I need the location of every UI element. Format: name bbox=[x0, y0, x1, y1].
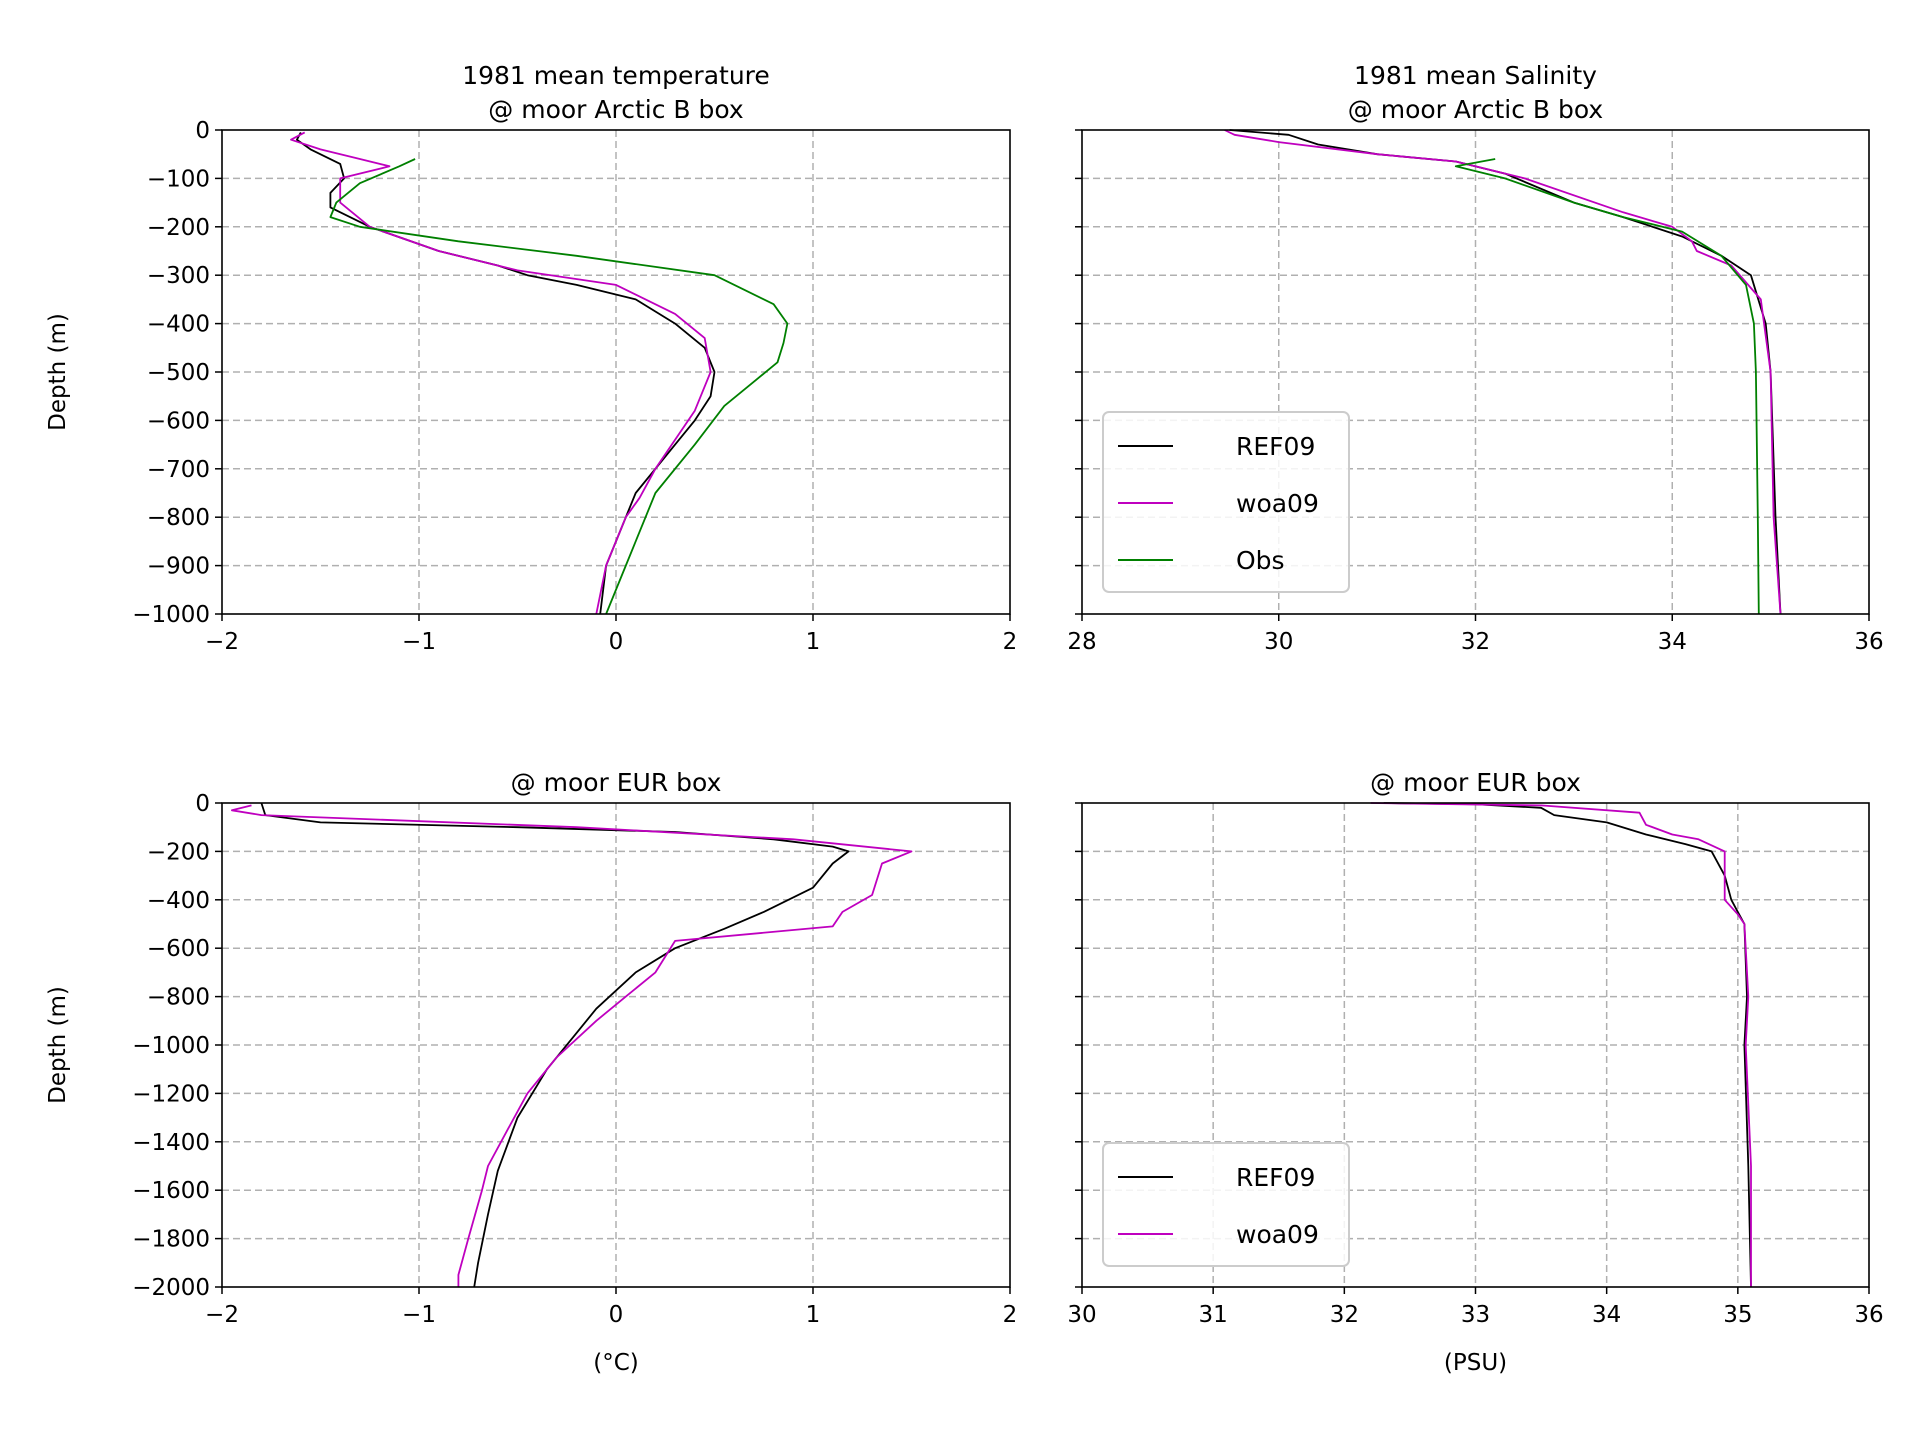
y-tick-label: −2000 bbox=[132, 1275, 210, 1301]
series-line-woa09 bbox=[290, 131, 712, 615]
x-axis-label: (PSU) bbox=[1444, 1350, 1507, 1376]
x-tick-label: −2 bbox=[205, 629, 239, 655]
chart-title: 1981 mean Salinity bbox=[1354, 61, 1597, 90]
x-tick-label: 30 bbox=[1067, 1302, 1096, 1328]
x-tick-label: 28 bbox=[1067, 629, 1096, 655]
legend-box bbox=[1102, 1142, 1350, 1267]
y-tick-label: 0 bbox=[195, 118, 210, 144]
x-tick-label: 34 bbox=[1658, 629, 1687, 655]
legend-label: Obs bbox=[1236, 546, 1285, 575]
y-axis-label: Depth (m) bbox=[45, 313, 71, 431]
y-tick-label: −400 bbox=[147, 888, 210, 914]
x-tick-label: 32 bbox=[1461, 629, 1490, 655]
chart-panel-1: −2 −1 0 1 2 0 −100 −200 −300 −400 −500 −600 −700 −800… bbox=[45, 61, 1017, 655]
series-line-ref09 bbox=[296, 131, 716, 615]
series-line-woa09 bbox=[1224, 129, 1782, 615]
chart-panel-4: 30 31 32 33 34 35 36 @ moor EUR box (PSU) REF09 wo… bbox=[1067, 768, 1883, 1376]
x-tick-label: 1 bbox=[806, 629, 821, 655]
y-tick-label: −400 bbox=[147, 312, 210, 338]
chart-title: @ moor Arctic B box bbox=[1348, 95, 1603, 124]
x-tick-label: 35 bbox=[1723, 1302, 1752, 1328]
y-tick-label: −500 bbox=[147, 360, 210, 386]
y-tick-label: 0 bbox=[195, 791, 210, 817]
y-axis-label: Depth (m) bbox=[45, 986, 71, 1104]
y-tick-label: −900 bbox=[147, 554, 210, 580]
y-tick-label: −1800 bbox=[132, 1227, 210, 1253]
y-tick-label: −1600 bbox=[132, 1178, 210, 1204]
chart-title: @ moor Arctic B box bbox=[488, 95, 743, 124]
series-line-woa09 bbox=[231, 804, 913, 1287]
y-tick-label: −600 bbox=[147, 408, 210, 434]
legend: REF09 woa09 Obs bbox=[1102, 411, 1350, 593]
x-tick-label: 0 bbox=[609, 629, 624, 655]
chart-title: @ moor EUR box bbox=[511, 768, 722, 797]
legend: REF09 woa09 bbox=[1102, 1142, 1350, 1267]
y-tick-label: −800 bbox=[147, 505, 210, 531]
y-tick-label: −700 bbox=[147, 457, 210, 483]
y-tick-label: −600 bbox=[147, 936, 210, 962]
chart-title: 1981 mean temperature bbox=[462, 61, 770, 90]
chart-panel-2: 28 30 32 34 36 1981 mean Salinity @ moor Arcti… bbox=[1067, 61, 1883, 655]
legend-label: woa09 bbox=[1236, 1220, 1319, 1249]
chart-panel-3: −2 −1 0 1 2 0 −200 −400 −600 −800 −1000 −1200 −1400 −… bbox=[45, 768, 1017, 1376]
x-tick-label: 36 bbox=[1854, 1302, 1883, 1328]
x-tick-label: −1 bbox=[402, 629, 436, 655]
series-line-obs bbox=[329, 158, 789, 615]
y-tick-label: −200 bbox=[147, 215, 210, 241]
x-axis-label: (°C) bbox=[593, 1350, 639, 1376]
y-tick-label: −300 bbox=[147, 263, 210, 289]
y-tick-label: −1000 bbox=[132, 602, 210, 628]
legend-label: REF09 bbox=[1236, 1163, 1315, 1192]
x-tick-label: 1 bbox=[806, 1302, 821, 1328]
legend-label: REF09 bbox=[1236, 432, 1315, 461]
x-tick-label: 2 bbox=[1003, 629, 1018, 655]
y-tick-label: −800 bbox=[147, 985, 210, 1011]
series-line-woa09 bbox=[1370, 802, 1752, 1287]
y-tick-label: −200 bbox=[147, 839, 210, 865]
y-tick-label: −100 bbox=[147, 166, 210, 192]
y-tick-label: −1400 bbox=[132, 1130, 210, 1156]
y-tick-label: −1200 bbox=[132, 1081, 210, 1107]
legend-box bbox=[1102, 411, 1350, 593]
x-tick-label: −1 bbox=[402, 1302, 436, 1328]
legend-label: woa09 bbox=[1236, 489, 1319, 518]
x-tick-label: 32 bbox=[1330, 1302, 1359, 1328]
series-line-ref09 bbox=[260, 802, 850, 1288]
x-tick-label: 2 bbox=[1003, 1302, 1018, 1328]
x-tick-label: 34 bbox=[1592, 1302, 1621, 1328]
chart-title: @ moor EUR box bbox=[1370, 768, 1581, 797]
x-tick-label: 0 bbox=[609, 1302, 624, 1328]
series-line-ref09 bbox=[1383, 802, 1752, 1288]
x-tick-label: 33 bbox=[1461, 1302, 1490, 1328]
series-line-obs bbox=[1454, 158, 1760, 615]
x-tick-label: 36 bbox=[1854, 629, 1883, 655]
y-tick-label: −1000 bbox=[132, 1033, 210, 1059]
x-tick-label: −2 bbox=[205, 1302, 239, 1328]
x-tick-label: 31 bbox=[1199, 1302, 1228, 1328]
x-tick-label: 30 bbox=[1264, 629, 1293, 655]
